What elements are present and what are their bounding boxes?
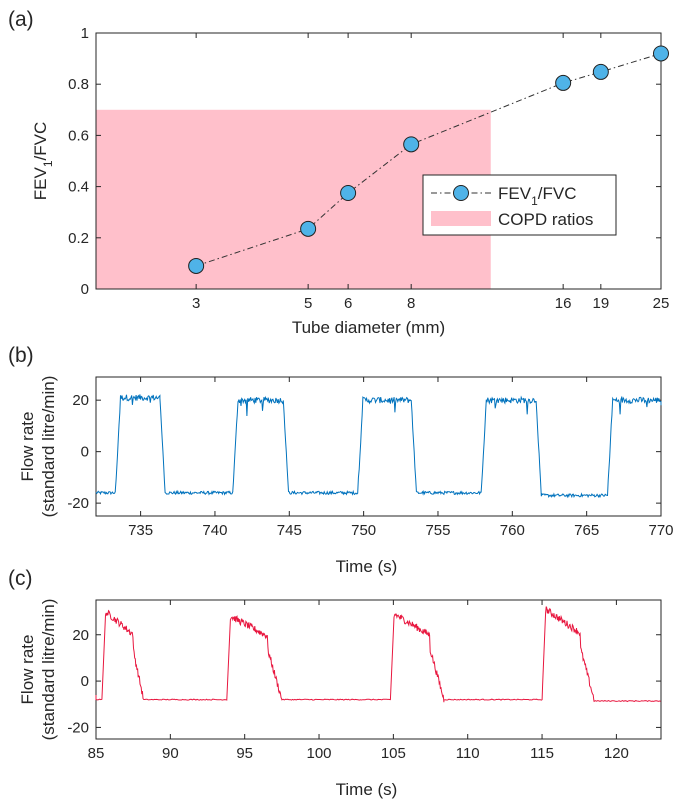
x-tick-label: 5 — [304, 295, 312, 312]
legend-text-rest: /FVC — [538, 184, 577, 203]
y-tick-label: 20 — [72, 627, 89, 644]
x-tick-label: 8 — [407, 295, 415, 312]
x-axis-label: Time (s) — [336, 557, 398, 576]
x-tick-label: 25 — [653, 295, 670, 312]
y-tick-label: 0.2 — [68, 230, 89, 247]
y-label-rest: /FVC — [31, 122, 50, 161]
y-tick-label: 20 — [72, 392, 89, 409]
data-point — [592, 63, 609, 80]
plot-frame — [95, 376, 662, 517]
y-tick-label: 0 — [81, 673, 89, 690]
panel-label: (c) — [8, 567, 33, 590]
panel-b: 735 740 745 750 755 760 765 770 -20 0 20 Time (s) Fl… — [8, 344, 674, 576]
legend-text-sub: 1 — [531, 194, 538, 208]
plot-frame — [95, 599, 662, 740]
x-tick-label: 16 — [555, 295, 572, 312]
x-tick-label: 765 — [574, 522, 599, 539]
x-tick-label: 770 — [648, 522, 673, 539]
data-point — [555, 74, 572, 91]
y-axis-label-line1: Flow rate — [18, 412, 37, 482]
panel-label: (a) — [8, 8, 34, 31]
y-axis-label-line1: Flow rate — [18, 635, 37, 705]
data-point — [653, 45, 669, 62]
x-tick-label: 90 — [162, 745, 179, 762]
y-axis-label-line2: (standard litre/min) — [39, 376, 58, 518]
x-axis-label: Time (s) — [336, 780, 398, 799]
x-tick-label: 19 — [592, 295, 609, 312]
legend: FEV1/FVC COPD ratios — [422, 174, 617, 236]
plot-frame — [95, 32, 662, 290]
legend-patch — [431, 211, 491, 226]
flow-trace — [95, 606, 661, 703]
y-tick-label: -20 — [67, 719, 89, 736]
x-tick-label: 3 — [192, 295, 200, 312]
x-tick-label: 120 — [604, 745, 629, 762]
x-tick-label: 95 — [236, 745, 253, 762]
x-tick-label: 6 — [344, 295, 352, 312]
y-tick-label: 0.8 — [68, 76, 89, 93]
x-tick-label: 735 — [128, 522, 153, 539]
y-tick-label: 1 — [81, 25, 89, 42]
y-tick-label: 0 — [81, 444, 89, 461]
y-tick-label: 0.6 — [68, 127, 89, 144]
y-label-sub: 1 — [41, 160, 55, 167]
x-tick-label: 85 — [88, 745, 105, 762]
legend-label-copd: COPD ratios — [498, 210, 593, 229]
legend-text-main: FEV — [498, 184, 532, 203]
y-tick-label: 0 — [81, 281, 89, 298]
x-tick-label: 740 — [202, 522, 227, 539]
panel-label: (b) — [8, 344, 34, 367]
x-tick-label: 755 — [425, 522, 450, 539]
y-axis-label: FEV1/FVC — [31, 122, 55, 200]
x-tick-label: 745 — [277, 522, 302, 539]
x-tick-label: 115 — [530, 745, 554, 762]
data-point — [188, 257, 205, 274]
data-point — [300, 220, 317, 237]
x-tick-label: 750 — [351, 522, 376, 539]
flow-trace — [95, 394, 662, 499]
x-axis-label: Tube diameter (mm) — [292, 318, 445, 337]
legend-marker — [453, 185, 469, 201]
x-tick-label: 110 — [456, 745, 480, 762]
x-tick-label: 100 — [307, 745, 332, 762]
y-label-main: FEV — [31, 167, 50, 201]
x-tick-label: 105 — [381, 745, 406, 762]
x-tick-label: 760 — [500, 522, 525, 539]
y-axis-label-line2: (standard litre/min) — [39, 599, 58, 741]
data-point — [340, 185, 357, 201]
data-point — [403, 136, 420, 153]
legend-label-series: FEV1/FVC — [498, 184, 576, 208]
y-tick-label: -20 — [67, 495, 89, 512]
y-tick-label: 0.4 — [68, 179, 89, 196]
panel-c: 85 90 95 100 105 110 115 120 -20 0 20 Time (s) Flow … — [8, 567, 662, 799]
